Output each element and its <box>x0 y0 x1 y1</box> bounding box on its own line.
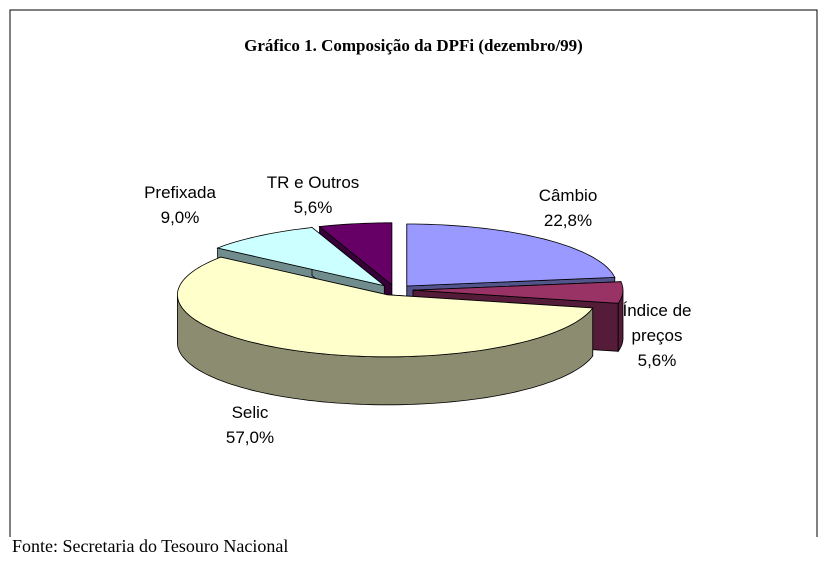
label-name: Selic <box>231 403 269 422</box>
source: Fonte: Secretaria do Tesouro Nacional <box>12 536 289 556</box>
data-label: Prefixada 9,0% <box>144 180 216 230</box>
slice <box>412 281 624 304</box>
slice <box>406 223 616 287</box>
slice <box>318 222 393 286</box>
slice <box>176 256 594 358</box>
data-label: TR e Outros 5,6% <box>267 170 360 220</box>
label-name: Câmbio <box>538 186 598 205</box>
label-value: 22,8% <box>543 211 593 230</box>
slice <box>216 227 385 287</box>
chart-title: Gráfico 1. Composição da DPFi (dezembro/… <box>244 36 583 55</box>
label-name: Prefixada <box>144 183 216 202</box>
data-label: Câmbio 22,8% <box>539 183 598 233</box>
label-value: 9,0% <box>160 208 200 227</box>
label-value: 5,6% <box>637 351 677 370</box>
label-name: Índice de preços <box>622 301 692 345</box>
data-label: Índice de preços 5,6% <box>612 298 702 373</box>
frame <box>9 9 818 537</box>
data-label: Selic 57,0% <box>226 400 274 450</box>
label-name: TR e Outros <box>266 173 360 192</box>
label-value: 5,6% <box>293 198 333 217</box>
label-value: 57,0% <box>225 428 275 447</box>
